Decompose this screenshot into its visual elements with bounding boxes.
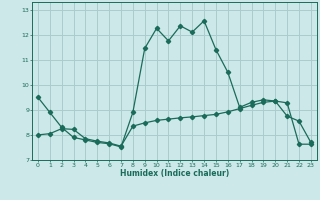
X-axis label: Humidex (Indice chaleur): Humidex (Indice chaleur) — [120, 169, 229, 178]
